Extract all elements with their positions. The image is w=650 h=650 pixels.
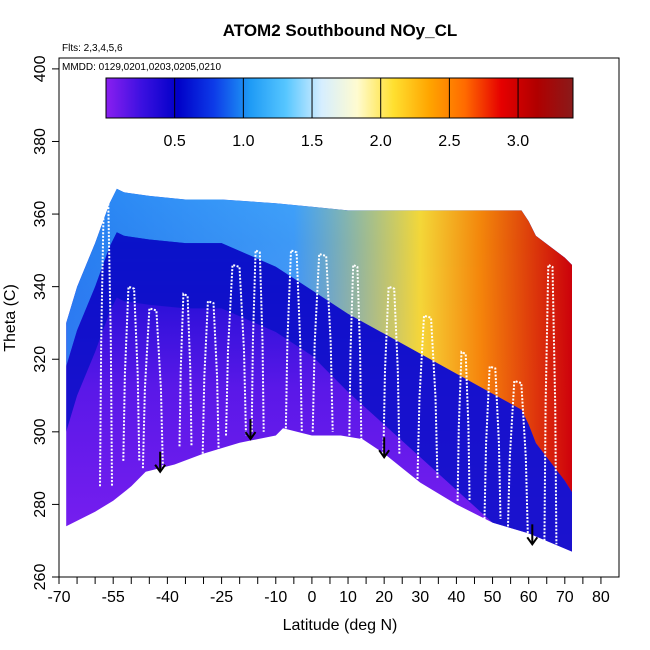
down-arrow — [244, 419, 257, 441]
flight-profile — [250, 248, 265, 432]
flight-profile — [201, 299, 220, 454]
down-arrow — [154, 451, 166, 474]
y-axis-label: Theta (C) — [2, 284, 19, 352]
x-tick-label: -40 — [156, 589, 179, 606]
colorbar-tick-label: 1.5 — [301, 133, 323, 150]
y-tick-label: 360 — [32, 201, 49, 228]
arrows — [154, 419, 539, 547]
y-tick-label: 340 — [32, 273, 49, 300]
flight-profile — [483, 365, 502, 519]
y-tick-label: 260 — [32, 564, 49, 591]
x-tick-label: 10 — [339, 589, 357, 606]
arrow-head — [154, 464, 166, 474]
field-upper-band — [66, 188, 572, 493]
arrow-head — [526, 536, 539, 547]
x-tick-label: 60 — [520, 589, 538, 606]
flight-profile — [416, 314, 439, 480]
x-tick-label: -55 — [102, 589, 125, 606]
x-tick-label: 50 — [484, 589, 502, 606]
x-tick-label: -10 — [264, 589, 287, 606]
x-tick-label: 20 — [375, 589, 393, 606]
y-tick-label: 280 — [32, 491, 49, 518]
y-axis: 260 280 300 320 340 360 380 400 — [32, 55, 59, 590]
data-field — [66, 188, 572, 552]
x-tick-label: -25 — [210, 589, 233, 606]
x-tick-label: 30 — [411, 589, 429, 606]
x-tick-label: 0 — [307, 589, 316, 606]
y-tick-label: 320 — [32, 346, 49, 373]
flight-profile — [506, 379, 529, 534]
colorbar-fill — [105, 77, 574, 119]
flight-profile — [348, 263, 363, 440]
down-arrow — [378, 437, 390, 459]
arrow-head — [378, 449, 390, 459]
x-tick-label: 70 — [556, 589, 574, 606]
chart-title: ATOM2 Southbound NOy_CL — [223, 21, 458, 40]
colorbar-tick-label: 1.0 — [232, 133, 254, 150]
flight-profile — [382, 285, 401, 454]
y-tick-label: 300 — [32, 418, 49, 445]
y-tick-label: 400 — [32, 55, 49, 82]
field-upper-layer — [66, 188, 572, 552]
colorbar-tick-label: 2.5 — [438, 133, 460, 150]
field-transition-band — [66, 232, 572, 552]
flights-note: Flts: 2,3,4,5,6 — [62, 43, 123, 54]
colorbar-tick-label: 3.0 — [507, 133, 529, 150]
flight-profile — [99, 190, 113, 487]
x-tick-label: -70 — [47, 589, 70, 606]
flight-profile — [225, 263, 247, 436]
colorbar-tick-label: 0.5 — [164, 133, 186, 150]
flight-profile — [284, 249, 303, 432]
dates-note: MMDD: 0129,0201,0203,0205,0210 — [62, 62, 221, 73]
down-arrow — [526, 524, 539, 547]
flight-profile — [311, 252, 334, 432]
colorbar-tick-label: 2.0 — [370, 133, 392, 150]
x-tick-label: 80 — [592, 589, 610, 606]
x-axis-label: Latitude (deg N) — [283, 617, 398, 634]
x-tick-label: 40 — [448, 589, 466, 606]
y-tick-label: 380 — [32, 128, 49, 155]
x-axis: -70 -55 -40 -25 -10 0 10 20 30 40 50 60 70 80 — [47, 576, 610, 606]
flight-profile — [178, 292, 193, 447]
colorbar: 0.5 1.0 1.5 2.0 2.5 3.0 — [105, 77, 574, 150]
arrow-head — [244, 431, 257, 441]
flight-tracks — [99, 190, 558, 545]
flight-profile — [141, 307, 164, 469]
flight-profile — [543, 263, 558, 545]
flight-profile — [456, 350, 471, 501]
